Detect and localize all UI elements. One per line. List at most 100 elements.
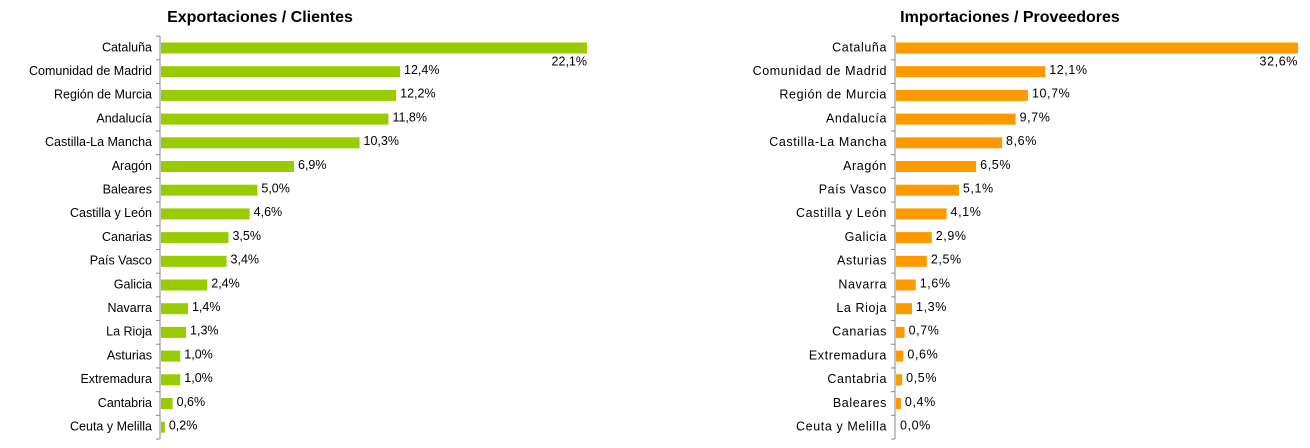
category-label: Asturias — [837, 254, 887, 268]
category-label: Andalucía — [96, 111, 152, 125]
category-label: Canarias — [102, 230, 152, 244]
bar — [896, 137, 1003, 149]
value-label: 0,4% — [905, 395, 936, 409]
value-label: 2,4% — [211, 276, 240, 290]
value-label: 5,1% — [963, 181, 994, 195]
bar — [161, 326, 187, 338]
bar — [161, 161, 295, 172]
bar — [161, 398, 173, 409]
bar — [896, 398, 901, 409]
value-label: 0,2% — [169, 418, 198, 432]
category-label: Aragón — [112, 159, 152, 173]
bar — [896, 208, 947, 220]
category-label: Castilla-La Mancha — [45, 135, 152, 149]
category-label: Castilla y León — [796, 206, 887, 220]
value-label: 2,5% — [931, 253, 962, 267]
bar — [161, 350, 181, 362]
value-label: 3,4% — [231, 253, 259, 267]
bar — [896, 255, 927, 267]
bar — [896, 113, 1016, 125]
category-label: Región de Murcia — [779, 88, 887, 102]
category-label: Comunidad de Madrid — [753, 64, 887, 78]
value-label: 4,1% — [951, 205, 982, 219]
category-label: País Vasco — [90, 254, 152, 268]
bar — [161, 421, 165, 433]
value-label: 1,3% — [190, 324, 219, 338]
value-label: 0,0% — [900, 418, 931, 432]
category-label: Ceuta y Melilla — [796, 419, 887, 433]
value-label: 1,4% — [192, 300, 221, 314]
value-label: 1,3% — [916, 300, 947, 314]
value-label: 0,7% — [909, 324, 940, 338]
value-label: 3,5% — [232, 229, 261, 243]
value-label: 0,6% — [907, 347, 938, 361]
value-label: 12,2% — [400, 87, 435, 101]
category-label: Extremadura — [809, 348, 887, 362]
category-label: Canarias — [832, 325, 887, 339]
category-label: Castilla y León — [70, 206, 152, 220]
bar — [896, 232, 932, 244]
value-label: 6,9% — [298, 158, 327, 172]
category-label: La Rioja — [106, 325, 152, 339]
category-label: Baleares — [833, 396, 887, 410]
category-label: Galicia — [114, 277, 152, 291]
bar — [896, 279, 916, 291]
bar — [896, 374, 903, 386]
category-label: Ceuta y Melilla — [70, 419, 152, 433]
bar — [161, 208, 250, 220]
chart-title: Exportaciones / Clientes — [167, 9, 353, 26]
value-label: 0,5% — [906, 371, 937, 385]
bar-chart: Exportaciones / Clientes Cataluña 22,1% Com… — [29, 9, 587, 440]
category-label: Aragón — [843, 159, 887, 173]
category-label: Baleares — [103, 182, 152, 196]
bar — [896, 303, 913, 315]
bar — [161, 303, 188, 315]
bar — [161, 113, 389, 125]
bar — [896, 42, 1298, 54]
category-label: Región de Murcia — [54, 88, 152, 102]
value-label: 4,6% — [254, 205, 283, 219]
value-label: 22,1% — [552, 54, 587, 68]
value-label: 1,0% — [184, 371, 213, 385]
category-label: País Vasco — [819, 182, 887, 196]
bar — [896, 184, 959, 196]
category-label: Extremadura — [80, 372, 152, 386]
category-label: Cataluña — [832, 40, 887, 54]
category-label: La Rioja — [836, 301, 887, 315]
value-label: 2,9% — [936, 229, 967, 243]
category-label: Cantabria — [827, 372, 887, 386]
value-label: 10,3% — [364, 134, 399, 148]
bar — [896, 66, 1046, 78]
category-label: Castilla-La Mancha — [769, 135, 887, 149]
category-label: Cantabria — [98, 396, 152, 410]
value-label: 0,6% — [177, 395, 206, 409]
bar-chart: Importaciones / Proveedores Cataluña 32,6%… — [753, 9, 1298, 440]
bar — [161, 66, 401, 78]
category-label: Navarra — [838, 277, 887, 291]
category-label: Cataluña — [102, 40, 152, 54]
chart-title: Importaciones / Proveedores — [900, 9, 1120, 26]
bar — [896, 350, 904, 362]
value-label: 12,1% — [1049, 63, 1087, 77]
value-label: 6,5% — [980, 158, 1011, 172]
bar — [161, 42, 587, 54]
value-label: 9,7% — [1020, 110, 1051, 124]
value-label: 5,0% — [261, 181, 290, 195]
category-label: Galicia — [845, 230, 887, 244]
bar — [161, 137, 360, 149]
bar — [896, 89, 1028, 101]
bar — [896, 326, 905, 338]
bar — [896, 161, 977, 172]
category-label: Andalucía — [826, 111, 887, 125]
category-label: Comunidad de Madrid — [29, 64, 152, 78]
bar — [161, 184, 258, 196]
bar — [161, 89, 397, 101]
value-label: 1,0% — [184, 347, 213, 361]
bar — [161, 374, 181, 386]
value-label: 1,6% — [920, 276, 951, 290]
value-label: 12,4% — [404, 63, 439, 77]
category-label: Navarra — [108, 301, 153, 315]
category-label: Asturias — [107, 348, 152, 362]
